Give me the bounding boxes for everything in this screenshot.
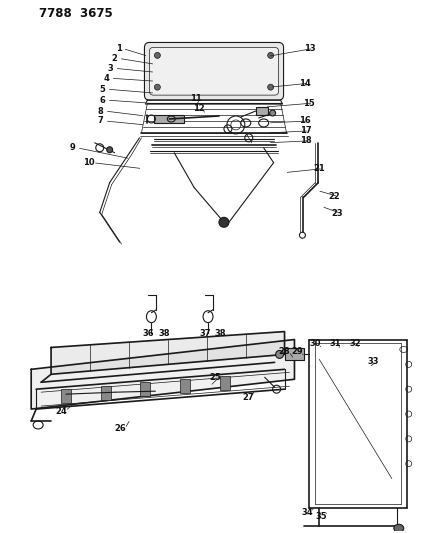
Text: 31: 31 <box>330 339 341 348</box>
Polygon shape <box>31 340 294 409</box>
Text: 11: 11 <box>190 94 202 102</box>
Bar <box>61 389 71 403</box>
Text: 28: 28 <box>279 347 290 356</box>
Ellipse shape <box>268 52 273 58</box>
Text: 25: 25 <box>209 373 221 382</box>
Text: 24: 24 <box>55 407 67 416</box>
Text: 29: 29 <box>291 347 303 356</box>
Ellipse shape <box>394 524 404 532</box>
Text: 18: 18 <box>300 136 311 146</box>
Text: 14: 14 <box>300 79 311 88</box>
Text: 27: 27 <box>242 393 254 402</box>
Text: 9: 9 <box>70 143 76 152</box>
Text: 6: 6 <box>100 95 106 104</box>
Ellipse shape <box>219 217 229 227</box>
Bar <box>155 115 184 123</box>
Bar <box>140 383 150 397</box>
Ellipse shape <box>155 52 160 58</box>
Text: 12: 12 <box>193 103 205 112</box>
Text: 38: 38 <box>214 329 226 338</box>
Text: 7: 7 <box>98 116 104 125</box>
Text: 7788  3675: 7788 3675 <box>39 7 113 20</box>
Text: 32: 32 <box>349 339 361 348</box>
Ellipse shape <box>107 147 113 153</box>
Text: 35: 35 <box>315 512 327 521</box>
Bar <box>220 376 230 390</box>
FancyBboxPatch shape <box>145 43 283 100</box>
Ellipse shape <box>268 84 273 90</box>
Text: 1: 1 <box>116 44 122 53</box>
Text: 26: 26 <box>115 424 127 433</box>
Ellipse shape <box>276 351 283 358</box>
Text: 21: 21 <box>313 164 325 173</box>
Bar <box>180 379 190 393</box>
Text: 34: 34 <box>302 508 313 517</box>
FancyBboxPatch shape <box>149 47 279 95</box>
Text: 2: 2 <box>112 54 118 63</box>
Text: 13: 13 <box>303 44 315 53</box>
Text: 37: 37 <box>199 329 211 338</box>
Text: 4: 4 <box>104 74 110 83</box>
Bar <box>285 349 304 360</box>
Ellipse shape <box>270 110 276 116</box>
Text: 33: 33 <box>367 357 379 366</box>
Text: 38: 38 <box>159 329 170 338</box>
Text: 36: 36 <box>143 329 154 338</box>
Text: 5: 5 <box>100 85 106 94</box>
Text: 23: 23 <box>331 209 343 218</box>
Text: 30: 30 <box>309 339 321 348</box>
Text: 22: 22 <box>328 192 340 201</box>
Text: 10: 10 <box>83 158 95 167</box>
Text: 16: 16 <box>300 116 311 125</box>
Text: 15: 15 <box>303 99 315 108</box>
Text: 17: 17 <box>300 126 311 135</box>
Text: 3: 3 <box>108 64 113 73</box>
Polygon shape <box>51 332 285 374</box>
Ellipse shape <box>155 84 160 90</box>
Bar <box>256 107 268 115</box>
Bar <box>101 385 111 400</box>
Text: 8: 8 <box>98 107 104 116</box>
